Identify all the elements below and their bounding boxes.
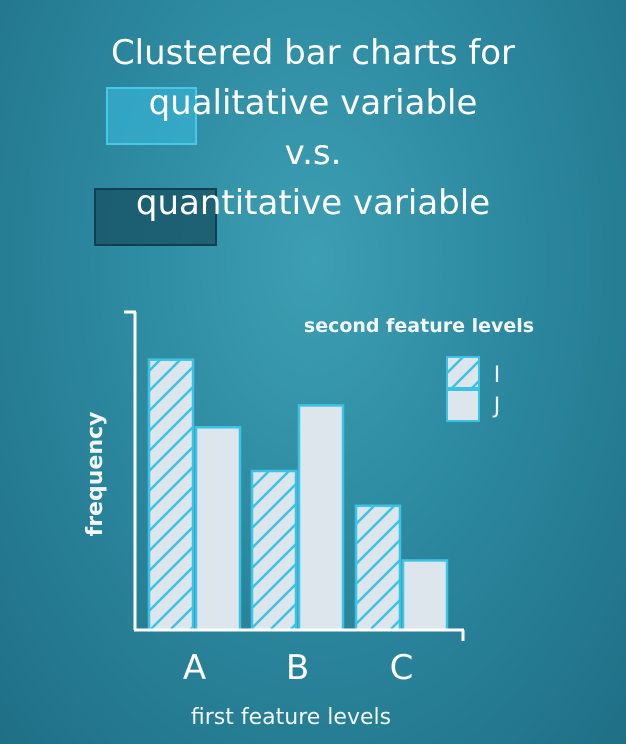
title-text-1: Clustered bar charts for xyxy=(110,33,516,73)
legend-title: second feature levels xyxy=(304,315,534,337)
quantitative-highlight xyxy=(94,188,217,246)
x-tick-labels: A B C xyxy=(183,648,414,688)
bar-c-j xyxy=(401,559,449,632)
bar-c-i xyxy=(354,504,402,632)
bar-a-j xyxy=(194,426,242,632)
bars-group xyxy=(147,358,449,632)
legend-swatch-i xyxy=(446,356,480,389)
title-block: Clustered bar charts for qualitative var… xyxy=(0,28,626,228)
title-line-3: v.s. xyxy=(0,128,626,178)
y-axis-title: frequency xyxy=(83,412,108,537)
bar-b-j xyxy=(297,404,345,632)
x-axis-title: first feature levels xyxy=(191,705,391,730)
bar-b-i xyxy=(250,469,298,632)
x-tick-label-a: A xyxy=(183,648,206,688)
x-tick-label-c: C xyxy=(390,648,414,688)
legend: second feature levels I J xyxy=(304,315,534,422)
qualitative-highlight xyxy=(106,87,197,145)
legend-label-j: J xyxy=(492,394,501,419)
title-text-3: v.s. xyxy=(284,133,342,173)
legend-label-i: I xyxy=(494,363,501,388)
title-line-4: quantitative variable xyxy=(0,178,626,228)
legend-swatch-j xyxy=(446,389,480,422)
bar-a-i xyxy=(147,358,195,632)
title-line-2: qualitative variable xyxy=(0,78,626,128)
title-text-2: qualitative variable xyxy=(148,83,478,123)
title-text-4: quantitative variable xyxy=(135,183,491,223)
x-tick-label-b: B xyxy=(286,648,309,688)
title-line-1: Clustered bar charts for xyxy=(0,28,626,78)
